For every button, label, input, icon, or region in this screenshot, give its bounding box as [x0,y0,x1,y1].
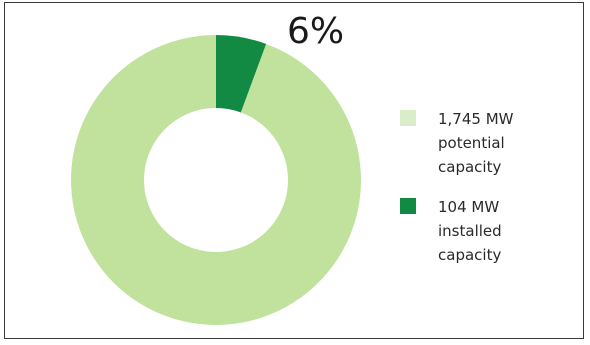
legend-label-installed: 104 MW installed capacity [438,198,502,264]
chart-frame [4,2,584,339]
legend-swatch-potential [400,110,416,126]
legend-item-installed: 104 MW installed capacity [400,195,570,267]
donut-slice-installed [216,35,267,113]
percentage-callout: 6% [287,11,345,52]
legend-swatch-installed [400,198,416,214]
legend-label-potential: 1,745 MW potential capacity [438,110,514,176]
donut-slice-potential [71,35,362,326]
chart-legend: 1,745 MW potential capacity 104 MW insta… [400,107,570,283]
legend-item-potential: 1,745 MW potential capacity [400,107,570,179]
